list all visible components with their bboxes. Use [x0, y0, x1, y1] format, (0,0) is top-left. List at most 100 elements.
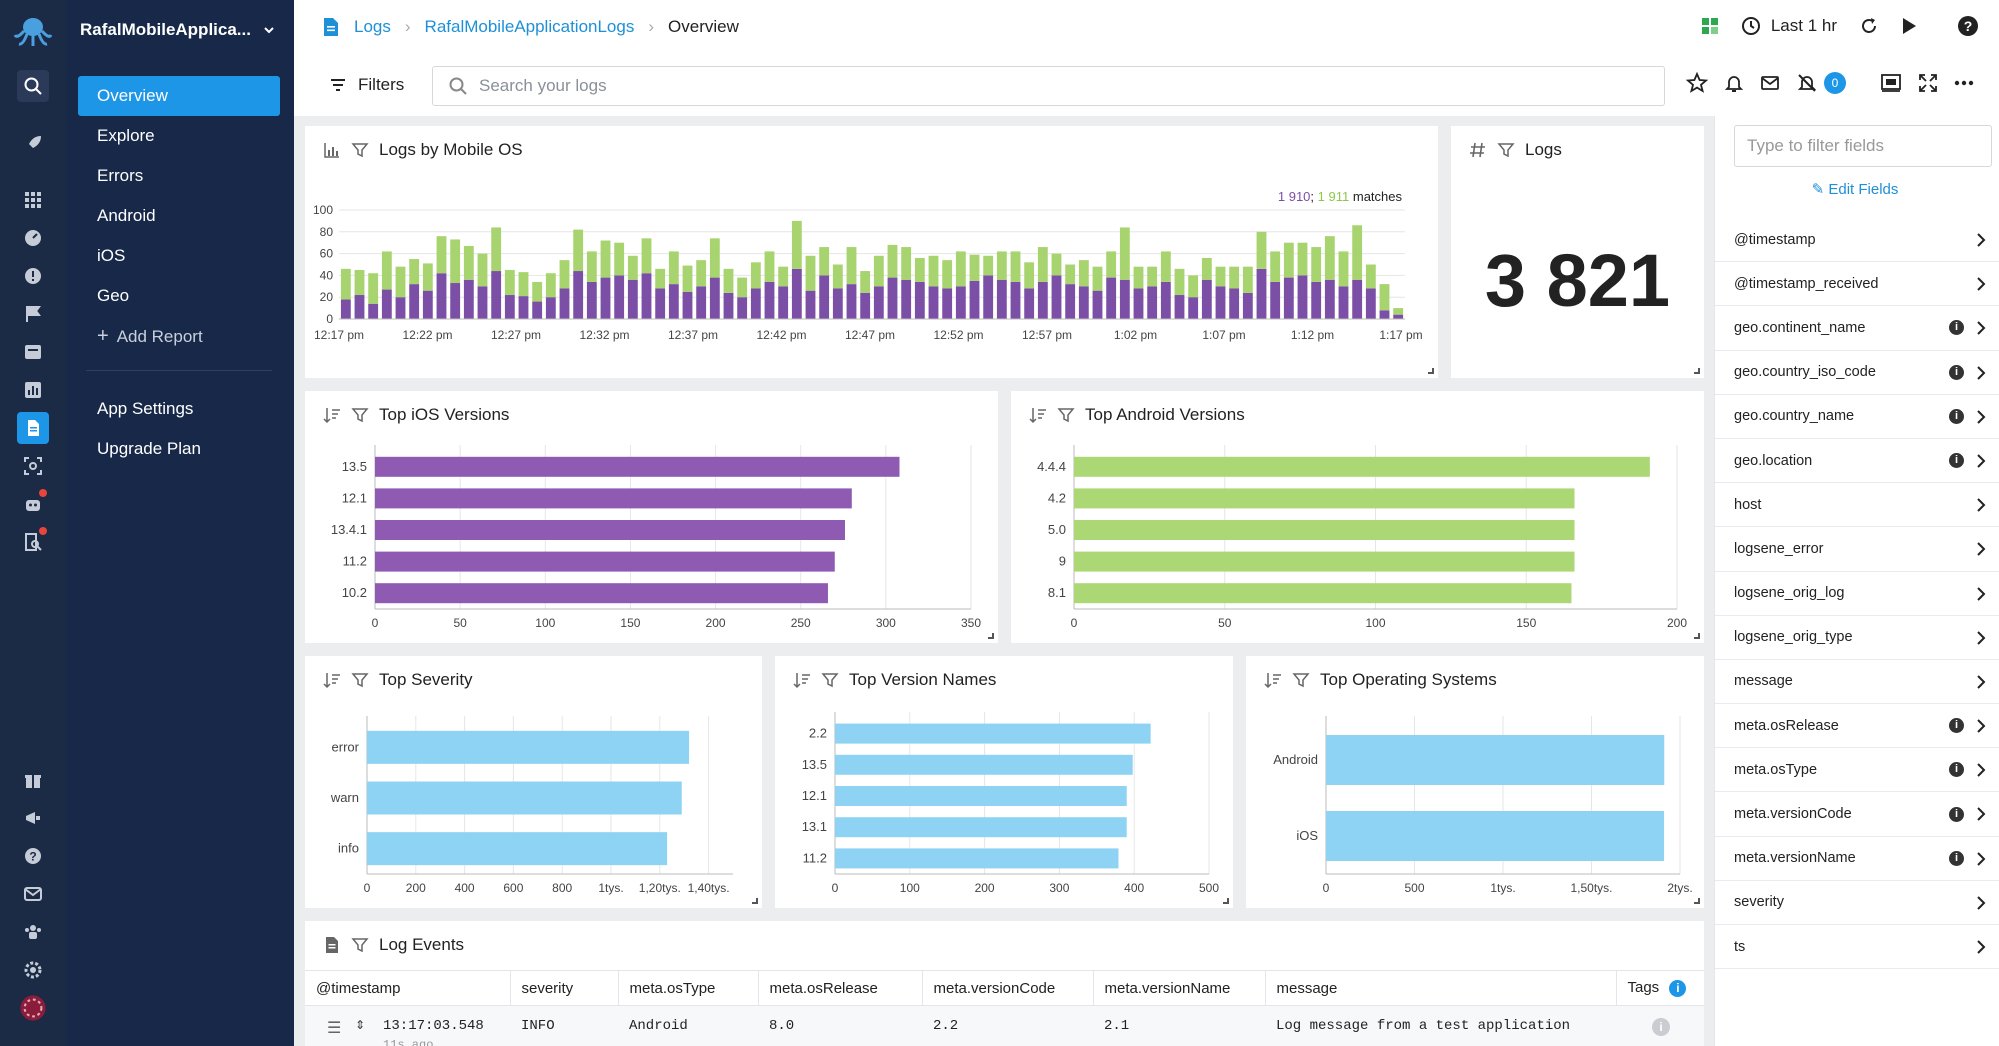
chevron-right-icon[interactable]: [1976, 497, 1986, 513]
email-icon[interactable]: [1760, 74, 1780, 92]
filter-funnel-icon[interactable]: [1292, 671, 1310, 689]
megaphone-icon[interactable]: [17, 802, 49, 834]
filters-button[interactable]: Filters: [330, 75, 404, 95]
more-icon[interactable]: [1954, 80, 1974, 86]
nav-item-upgrade-plan[interactable]: Upgrade Plan: [97, 439, 201, 458]
nav-item-ios[interactable]: iOS: [97, 246, 126, 265]
resize-handle[interactable]: [1428, 368, 1434, 374]
chevron-right-icon[interactable]: [1976, 674, 1986, 690]
filter-funnel-icon[interactable]: [1497, 141, 1515, 159]
tag-info-icon[interactable]: i: [1652, 1018, 1670, 1036]
play-icon[interactable]: [1901, 17, 1917, 35]
nav-item-app-settings[interactable]: App Settings: [97, 399, 194, 418]
nav-item-android[interactable]: Android: [97, 206, 156, 225]
column-header[interactable]: meta.versionName: [1093, 970, 1266, 1006]
flag-icon[interactable]: [17, 298, 49, 330]
muted-bell-icon[interactable]: [1796, 72, 1818, 94]
field-item[interactable]: geo.continent_name i: [1715, 306, 1999, 351]
notification-count-badge[interactable]: 0: [1824, 72, 1846, 94]
filter-funnel-icon[interactable]: [351, 936, 369, 954]
breadcrumb-logs[interactable]: Logs: [354, 17, 391, 36]
resize-handle[interactable]: [752, 898, 758, 904]
field-item[interactable]: message: [1715, 660, 1999, 705]
chevron-right-icon[interactable]: [1976, 806, 1986, 822]
field-item[interactable]: host: [1715, 483, 1999, 528]
report-search-icon[interactable]: [17, 526, 49, 558]
field-item[interactable]: geo.country_name i: [1715, 395, 1999, 439]
chevron-right-icon[interactable]: [1976, 630, 1986, 646]
chevron-right-icon[interactable]: [1976, 586, 1986, 602]
search-icon[interactable]: [17, 70, 49, 102]
resize-handle[interactable]: [988, 633, 994, 639]
chevron-right-icon[interactable]: [1976, 541, 1986, 557]
info-icon[interactable]: i: [1949, 453, 1964, 469]
field-item[interactable]: meta.osRelease i: [1715, 704, 1999, 749]
filter-funnel-icon[interactable]: [351, 406, 369, 424]
filter-funnel-icon[interactable]: [351, 141, 369, 159]
resize-handle[interactable]: [1694, 633, 1700, 639]
chevron-right-icon[interactable]: [1976, 895, 1986, 911]
rocket-icon[interactable]: [17, 128, 49, 160]
field-item[interactable]: @timestamp_received: [1715, 262, 1999, 307]
field-item[interactable]: geo.location i: [1715, 439, 1999, 484]
field-item[interactable]: logsene_error: [1715, 527, 1999, 572]
filter-funnel-icon[interactable]: [1057, 406, 1075, 424]
time-range-picker[interactable]: Last 1 hr: [1741, 16, 1837, 36]
apps-grid-icon[interactable]: [17, 184, 49, 216]
chevron-right-icon[interactable]: [1976, 320, 1986, 336]
chevron-right-icon[interactable]: [1976, 939, 1986, 955]
robot-icon[interactable]: [17, 488, 49, 520]
scan-icon[interactable]: [17, 450, 49, 482]
column-header[interactable]: message: [1265, 970, 1617, 1006]
nav-item-geo[interactable]: Geo: [97, 286, 130, 305]
chevron-right-icon[interactable]: [1976, 409, 1986, 425]
refresh-icon[interactable]: [1859, 16, 1879, 36]
chevron-right-icon[interactable]: [1976, 851, 1986, 867]
field-item[interactable]: ts: [1715, 925, 1999, 970]
table-row[interactable]: ☰ ⇕ 13:17:03.548 11s ago INFO Android 8.0 2…: [305, 1005, 1704, 1046]
nav-item-explore[interactable]: Explore: [97, 126, 155, 145]
help-circle-icon[interactable]: ?: [1957, 15, 1979, 37]
field-item[interactable]: geo.country_iso_code i: [1715, 351, 1999, 395]
field-item[interactable]: meta.versionName i: [1715, 837, 1999, 881]
breadcrumb-app[interactable]: RafalMobileApplicationLogs: [424, 17, 635, 36]
chevron-right-icon[interactable]: [1976, 762, 1986, 778]
column-header[interactable]: meta.osType: [618, 970, 759, 1006]
filter-funnel-icon[interactable]: [351, 671, 369, 689]
resize-handle[interactable]: [1694, 368, 1700, 374]
info-icon[interactable]: i: [1949, 364, 1964, 380]
info-icon[interactable]: i: [1949, 762, 1964, 778]
nav-item-overview[interactable]: Overview: [78, 76, 280, 116]
info-icon[interactable]: i: [1949, 320, 1964, 336]
nav-item-errors[interactable]: Errors: [97, 166, 144, 185]
expand-row-icon[interactable]: ⇕: [355, 1018, 366, 1032]
resize-handle[interactable]: [1223, 898, 1229, 904]
row-menu-icon[interactable]: ☰: [327, 1018, 342, 1037]
search-input[interactable]: Search your logs: [432, 66, 1665, 106]
apps-colored-icon[interactable]: [1701, 17, 1719, 35]
info-icon[interactable]: i: [1669, 980, 1687, 997]
chevron-right-icon[interactable]: [1976, 365, 1986, 381]
app-selector[interactable]: RafalMobileApplica...: [80, 20, 275, 40]
field-filter-input[interactable]: Type to filter fields: [1734, 125, 1992, 167]
field-item[interactable]: meta.osType i: [1715, 748, 1999, 793]
column-header[interactable]: severity: [510, 970, 619, 1006]
team-icon[interactable]: [17, 916, 49, 948]
tags-header[interactable]: Tags i: [1616, 971, 1704, 1006]
gift-icon[interactable]: [17, 764, 49, 796]
field-item[interactable]: logsene_orig_type: [1715, 616, 1999, 660]
resize-handle[interactable]: [1694, 898, 1700, 904]
field-item[interactable]: logsene_orig_log: [1715, 572, 1999, 616]
field-item[interactable]: severity: [1715, 881, 1999, 925]
field-item[interactable]: meta.versionCode i: [1715, 792, 1999, 837]
info-icon[interactable]: i: [1949, 806, 1964, 822]
chart-icon[interactable]: [17, 374, 49, 406]
star-icon[interactable]: [1686, 72, 1708, 94]
settings-gear-icon[interactable]: [17, 954, 49, 986]
export-icon[interactable]: [1880, 73, 1902, 93]
mail-icon[interactable]: [17, 878, 49, 910]
chevron-right-icon[interactable]: [1976, 276, 1986, 292]
chevron-right-icon[interactable]: [1976, 232, 1986, 248]
field-item[interactable]: @timestamp: [1715, 218, 1999, 263]
dashboard-gauge-icon[interactable]: [17, 222, 49, 254]
